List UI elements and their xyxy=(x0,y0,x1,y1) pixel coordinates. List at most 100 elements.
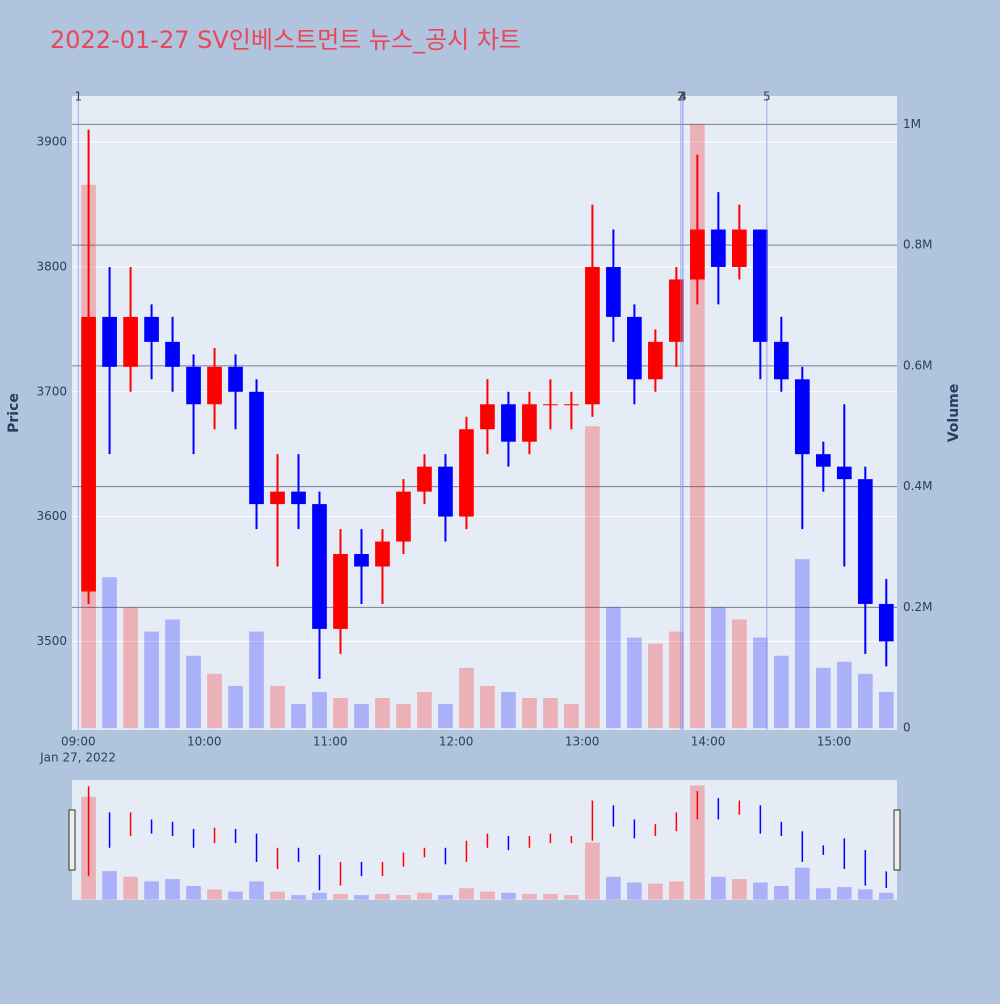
candle-body xyxy=(543,404,558,406)
volume-bar xyxy=(354,704,369,729)
candle-body xyxy=(690,229,705,280)
slider-volume-bar xyxy=(648,883,663,900)
slider-volume-bar xyxy=(732,879,747,900)
volume-bar xyxy=(375,697,390,729)
y2-tick-label: 0 xyxy=(903,721,911,735)
y2-tick-label: 1M xyxy=(903,117,921,131)
candle-body xyxy=(270,491,285,505)
candle-body xyxy=(228,366,243,392)
slider-volume-bar xyxy=(752,882,768,900)
volume-bar xyxy=(144,631,159,729)
x-tick-label: 12:00 xyxy=(439,735,474,749)
volume-bar xyxy=(102,577,117,729)
volume-bar xyxy=(312,691,327,729)
slider-handle[interactable] xyxy=(893,809,901,871)
news-label: 4 xyxy=(679,90,687,104)
candle-body xyxy=(794,379,810,455)
slider-volume-bar xyxy=(815,888,831,900)
candle-body xyxy=(669,279,684,342)
volume-bar xyxy=(417,691,432,729)
news-label: 5 xyxy=(763,90,771,104)
volume-bar xyxy=(878,691,894,729)
volume-bar xyxy=(773,655,789,729)
y2-axis-title: Volume xyxy=(946,384,962,443)
candle-body xyxy=(123,316,138,367)
volume-bar xyxy=(522,697,537,729)
y-tick-label: 3700 xyxy=(36,384,67,398)
candle-body xyxy=(291,491,306,505)
candle-body xyxy=(417,466,432,492)
candle-body xyxy=(815,454,831,467)
candle-body xyxy=(186,366,201,405)
volume-bar xyxy=(186,655,201,729)
candle-body xyxy=(144,316,159,342)
y-tick-label: 3800 xyxy=(36,259,67,273)
slider-volume-bar xyxy=(878,892,894,900)
slider-volume-bar xyxy=(773,885,789,900)
volume-bar xyxy=(564,704,579,729)
x-tick-label: 10:00 xyxy=(187,735,222,749)
candle-body xyxy=(501,404,516,442)
volume-bar xyxy=(606,607,621,729)
volume-bar xyxy=(752,637,768,729)
candle-body xyxy=(773,341,789,380)
slider-volume-bar xyxy=(627,882,642,900)
volume-bar xyxy=(123,607,138,729)
slider-volume-bar xyxy=(459,888,474,900)
volume-bar xyxy=(438,704,453,729)
candle-body xyxy=(459,429,474,517)
slider-volume-bar xyxy=(144,881,159,900)
volume-bar xyxy=(333,697,348,729)
volume-bar xyxy=(711,607,726,729)
candle-body xyxy=(333,554,348,629)
candle-body xyxy=(732,229,747,267)
volume-bar xyxy=(794,559,810,729)
candle-body xyxy=(375,541,390,567)
candle-body xyxy=(480,404,495,430)
volume-bar xyxy=(207,673,222,729)
slider-volume-bar xyxy=(857,889,873,900)
volume-bar xyxy=(165,619,180,729)
volume-bar xyxy=(228,685,243,729)
news-label: 1 xyxy=(74,90,82,104)
candle-body xyxy=(249,391,264,505)
slider-volume-bar xyxy=(417,892,432,900)
volume-bar xyxy=(669,631,684,729)
candle-body xyxy=(207,366,222,405)
y2-tick-label: 0.6M xyxy=(903,358,932,372)
slider-volume-bar xyxy=(669,881,684,900)
slider-volume-bar xyxy=(123,876,138,900)
x-tick-label: 13:00 xyxy=(565,735,600,749)
volume-bar xyxy=(480,685,495,729)
range-slider[interactable] xyxy=(72,780,897,900)
slider-volume-bar xyxy=(291,895,306,900)
volume-bar xyxy=(543,697,558,729)
candle-body xyxy=(522,404,537,442)
x-tick-label: 11:00 xyxy=(313,735,348,749)
slider-volume-bar xyxy=(543,893,558,900)
candle-body xyxy=(102,316,117,367)
volume-bar xyxy=(732,619,747,729)
volume-bar xyxy=(648,643,663,729)
slider-volume-bar xyxy=(228,891,243,900)
slider-volume-bar xyxy=(480,891,495,900)
y-tick-label: 3600 xyxy=(36,509,67,523)
slider-volume-bar xyxy=(375,893,390,900)
slider-handle[interactable] xyxy=(68,809,76,871)
candle-body xyxy=(857,479,873,604)
candle-body xyxy=(836,466,852,480)
slider-volume-bar xyxy=(606,876,621,900)
slider-volume-bar xyxy=(207,889,222,900)
slider-volume-bar xyxy=(711,876,726,900)
slider-volume-bar xyxy=(270,891,285,900)
volume-bar xyxy=(836,661,852,729)
volume-bar xyxy=(627,637,642,729)
candle-body xyxy=(585,266,600,405)
slider-volume-bar xyxy=(249,881,264,900)
news-label: 2 xyxy=(677,90,685,104)
candle-body xyxy=(438,466,453,517)
y2-tick-label: 0.8M xyxy=(903,238,932,252)
candle-body xyxy=(354,554,369,567)
candle-body xyxy=(752,229,768,342)
